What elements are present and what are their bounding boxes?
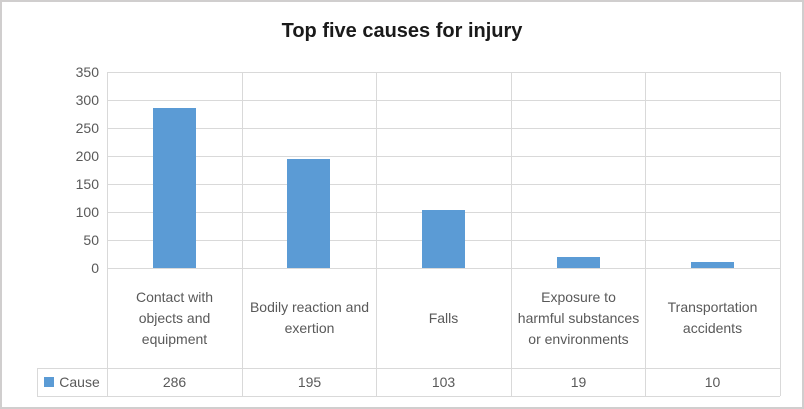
- table-value-cell: 195: [297, 374, 322, 390]
- table-value-cell: 103: [431, 374, 456, 390]
- table-value-cell: 286: [162, 374, 187, 390]
- gridline: [107, 100, 780, 101]
- column-separator: [780, 72, 781, 396]
- category-label: Exposure to harmful substances or enviro…: [517, 288, 640, 347]
- category-label: Bodily reaction and exertion: [249, 299, 370, 336]
- gridline: [107, 156, 780, 157]
- table-value-cell: 19: [570, 374, 587, 390]
- table-border: [37, 368, 780, 369]
- category-label: Transportation accidents: [667, 299, 758, 336]
- gridline: [107, 72, 780, 73]
- y-axis-label: 200: [75, 148, 99, 164]
- y-axis-label: 250: [75, 120, 99, 136]
- y-axis-label: 300: [75, 92, 99, 108]
- column-separator: [645, 72, 646, 396]
- bar[interactable]: [422, 210, 465, 268]
- category-label: Falls: [428, 309, 459, 326]
- bar[interactable]: [153, 108, 196, 268]
- bar[interactable]: [691, 262, 734, 268]
- column-separator: [242, 72, 243, 396]
- legend-label: Cause: [59, 374, 100, 390]
- y-axis-label: 100: [75, 204, 99, 220]
- bar[interactable]: [557, 257, 600, 268]
- chart-title: Top five causes for injury: [281, 20, 523, 42]
- column-separator: [376, 72, 377, 396]
- gridline: [107, 184, 780, 185]
- legend-cell: Cause: [37, 368, 107, 396]
- y-axis-label: 150: [75, 176, 99, 192]
- category-label: Contact with objects and equipment: [135, 288, 214, 347]
- gridline: [107, 128, 780, 129]
- y-axis-label: 50: [83, 232, 99, 248]
- column-separator: [107, 72, 108, 396]
- table-value-cell: 10: [704, 374, 721, 390]
- y-axis-label: 350: [75, 64, 99, 80]
- bar[interactable]: [287, 159, 330, 268]
- table-border: [37, 368, 38, 396]
- legend-color-swatch: [44, 377, 55, 387]
- table-border: [37, 396, 780, 397]
- y-axis-label: 0: [91, 260, 99, 276]
- column-separator: [511, 72, 512, 396]
- gridline: [107, 268, 780, 269]
